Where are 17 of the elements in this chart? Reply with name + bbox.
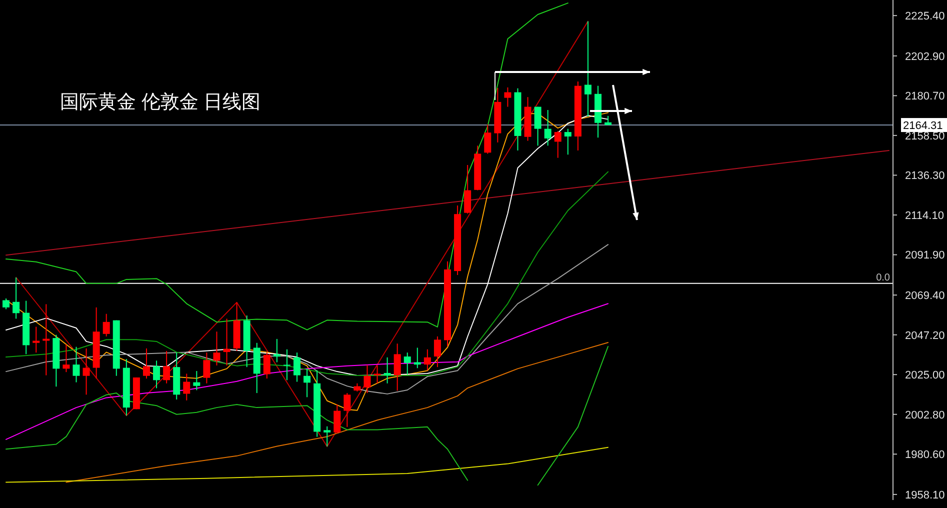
y-tick-label: 2025.00 — [905, 370, 945, 382]
y-tick-label: 2136.30 — [905, 170, 945, 182]
y-tick-label: 2047.20 — [905, 330, 945, 342]
ref-line-label: 2164.31 — [903, 120, 943, 132]
ref-line-label: 2164.31 — [901, 118, 947, 132]
y-tick-label: 1980.60 — [905, 449, 945, 462]
y-tick-label: 2202.90 — [905, 50, 945, 63]
y-tick-label: 2002.80 — [905, 409, 945, 422]
y-tick-label: 1958.10 — [905, 489, 945, 502]
y-tick-label: 2069.40 — [905, 290, 945, 302]
y-tick-label: 2158.50 — [905, 130, 945, 142]
annotation: 0.0 — [876, 272, 890, 284]
y-tick-label: 2091.90 — [905, 250, 945, 262]
y-tick-label: 2180.70 — [905, 90, 945, 103]
y-tick-label: 2114.10 — [905, 210, 944, 222]
title: 国际黄金 伦敦金 日线图 — [60, 92, 261, 113]
y-tick-label: 2225.40 — [905, 10, 945, 23]
